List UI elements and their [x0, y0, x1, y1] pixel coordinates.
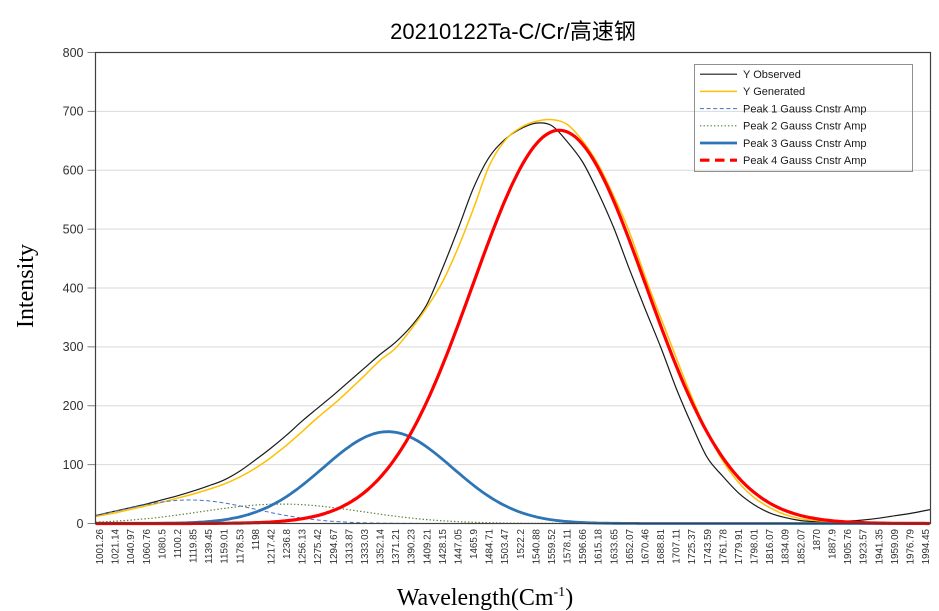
legend-item: Peak 2 Gauss Cnstr Amp — [700, 121, 867, 133]
x-tick-label: 1688.81 — [656, 529, 667, 564]
x-tick-label: 1001.26 — [95, 528, 106, 564]
legend-item-label: Peak 3 Gauss Cnstr Amp — [743, 138, 867, 150]
x-tick-label: 1633.65 — [609, 528, 620, 564]
x-tick-label: 1139.45 — [204, 528, 215, 563]
x-tick-label: 1652.07 — [625, 529, 636, 564]
x-tick-label: 1484.71 — [485, 529, 496, 564]
x-tick-label: 1256.13 — [298, 528, 309, 564]
x-tick-label: 1447.05 — [453, 528, 464, 564]
curve-y-generated — [95, 118, 931, 524]
x-tick-label: 1959.09 — [890, 529, 901, 564]
legend-item: Peak 1 Gauss Cnstr Amp — [700, 103, 867, 115]
x-tick-label: 1159.01 — [220, 529, 231, 564]
x-tick-label: 1761.78 — [718, 528, 729, 564]
x-tick-label: 1816.07 — [765, 529, 776, 564]
legend-item: Peak 3 Gauss Cnstr Amp — [700, 138, 867, 150]
x-tick-label: 1798.01 — [750, 529, 761, 564]
x-tick-label: 1615.18 — [594, 528, 605, 564]
x-tick-label: 1887.9 — [827, 529, 838, 559]
legend-item: Y Observed — [700, 69, 801, 81]
y-tick-label: 400 — [63, 281, 84, 295]
chart-title: 20210122Ta-C/Cr/高速钢 — [390, 19, 636, 44]
plot-frame — [94, 51, 932, 525]
x-tick-label: 1725.37 — [687, 529, 698, 564]
y-axis-title: Intensity — [13, 244, 39, 328]
x-tick-label: 1409.21 — [422, 529, 433, 564]
x-tick-label: 1352.14 — [376, 528, 387, 564]
y-tick-label: 100 — [63, 458, 84, 472]
y-tick-label: 200 — [63, 399, 84, 413]
legend-item-label: Peak 2 Gauss Cnstr Amp — [743, 121, 867, 133]
axis-frame-layer — [94, 51, 932, 525]
legend-item: Y Generated — [700, 86, 805, 98]
x-tick-label: 1217.42 — [266, 529, 277, 564]
x-tick-label: 1670.46 — [640, 528, 651, 564]
x-axis-title-main: Wavelength(Cm — [397, 585, 554, 611]
x-tick-label: 1779.91 — [734, 529, 745, 564]
x-tick-label: 1178.53 — [235, 528, 246, 563]
x-tick-label: 1040.97 — [126, 529, 137, 564]
curve-layer — [95, 118, 931, 526]
x-tick-label: 1275.42 — [313, 529, 324, 564]
x-tick-label: 1596.66 — [578, 528, 589, 564]
x-tick-label: 1743.59 — [703, 529, 714, 564]
x-tick-label: 1923.57 — [859, 529, 870, 564]
x-tick-label: 1503.47 — [500, 529, 511, 564]
curve-peak-3-gauss-cnstr-amp — [95, 430, 930, 525]
y-tick-label: 800 — [63, 46, 84, 60]
x-tick-label: 1021.14 — [111, 528, 122, 564]
tick-label-layer: 0 100 200 300 400 500 600 700 800 1001.26 1021.14 1… — [63, 46, 932, 565]
x-axis-title-close: ) — [565, 585, 573, 611]
x-tick-label: 1371.21 — [391, 529, 402, 564]
x-tick-label: 1540.88 — [531, 528, 542, 564]
legend-item-label: Peak 4 Gauss Cnstr Amp — [743, 155, 867, 167]
x-tick-label: 1465.9 — [469, 529, 480, 559]
x-tick-label: 1198 — [251, 528, 262, 550]
x-tick-label: 1333.03 — [360, 528, 371, 564]
y-tick-label: 500 — [63, 222, 84, 236]
x-axis-title-superscript: -1 — [554, 585, 566, 600]
x-tick-label: 1905.76 — [843, 528, 854, 564]
legend-item: Peak 4 Gauss Cnstr Amp — [700, 155, 867, 167]
curve-peak-1-gauss-cnstr-amp — [95, 499, 930, 524]
x-tick-label: 1707.11 — [672, 529, 683, 564]
x-tick-label: 1941.35 — [874, 528, 885, 564]
y-tick-label: 700 — [63, 105, 84, 119]
x-tick-label: 1578.11 — [563, 529, 574, 564]
x-tick-label: 1390.23 — [407, 528, 418, 564]
legend-box — [694, 64, 913, 172]
grid-layer — [87, 52, 931, 524]
x-tick-label: 1559.52 — [547, 529, 558, 564]
x-tick-label: 1976.79 — [905, 529, 916, 564]
x-tick-label: 1852.07 — [796, 529, 807, 564]
x-tick-label: 1100.2 — [173, 529, 184, 558]
x-tick-label: 1870 — [812, 528, 823, 550]
x-tick-label: 1060.76 — [142, 528, 153, 564]
x-axis-title: Wavelength(Cm-1) — [397, 585, 573, 611]
legend: Y Observed Y Generated Peak 1 Gauss Cnstr … — [694, 64, 913, 172]
legend-item-label: Y Observed — [743, 69, 801, 81]
x-tick-label: 1994.45 — [921, 528, 932, 564]
x-tick-label: 1080.5 — [157, 528, 168, 559]
x-tick-label: 1313.87 — [344, 529, 355, 564]
x-tick-label: 1522.2 — [516, 529, 527, 559]
x-tick-label: 1428.15 — [438, 528, 449, 564]
y-tick-label: 600 — [63, 164, 84, 178]
y-tick-label: 0 — [77, 517, 84, 531]
x-tick-label: 1236.8 — [282, 528, 293, 559]
x-tick-label: 1294.67 — [329, 529, 340, 564]
x-tick-label: 1119.85 — [189, 528, 200, 563]
x-tick-label: 1834.09 — [781, 529, 792, 564]
legend-item-label: Peak 1 Gauss Cnstr Amp — [743, 103, 867, 115]
y-tick-label: 300 — [63, 340, 84, 354]
legend-item-label: Y Generated — [743, 86, 805, 98]
